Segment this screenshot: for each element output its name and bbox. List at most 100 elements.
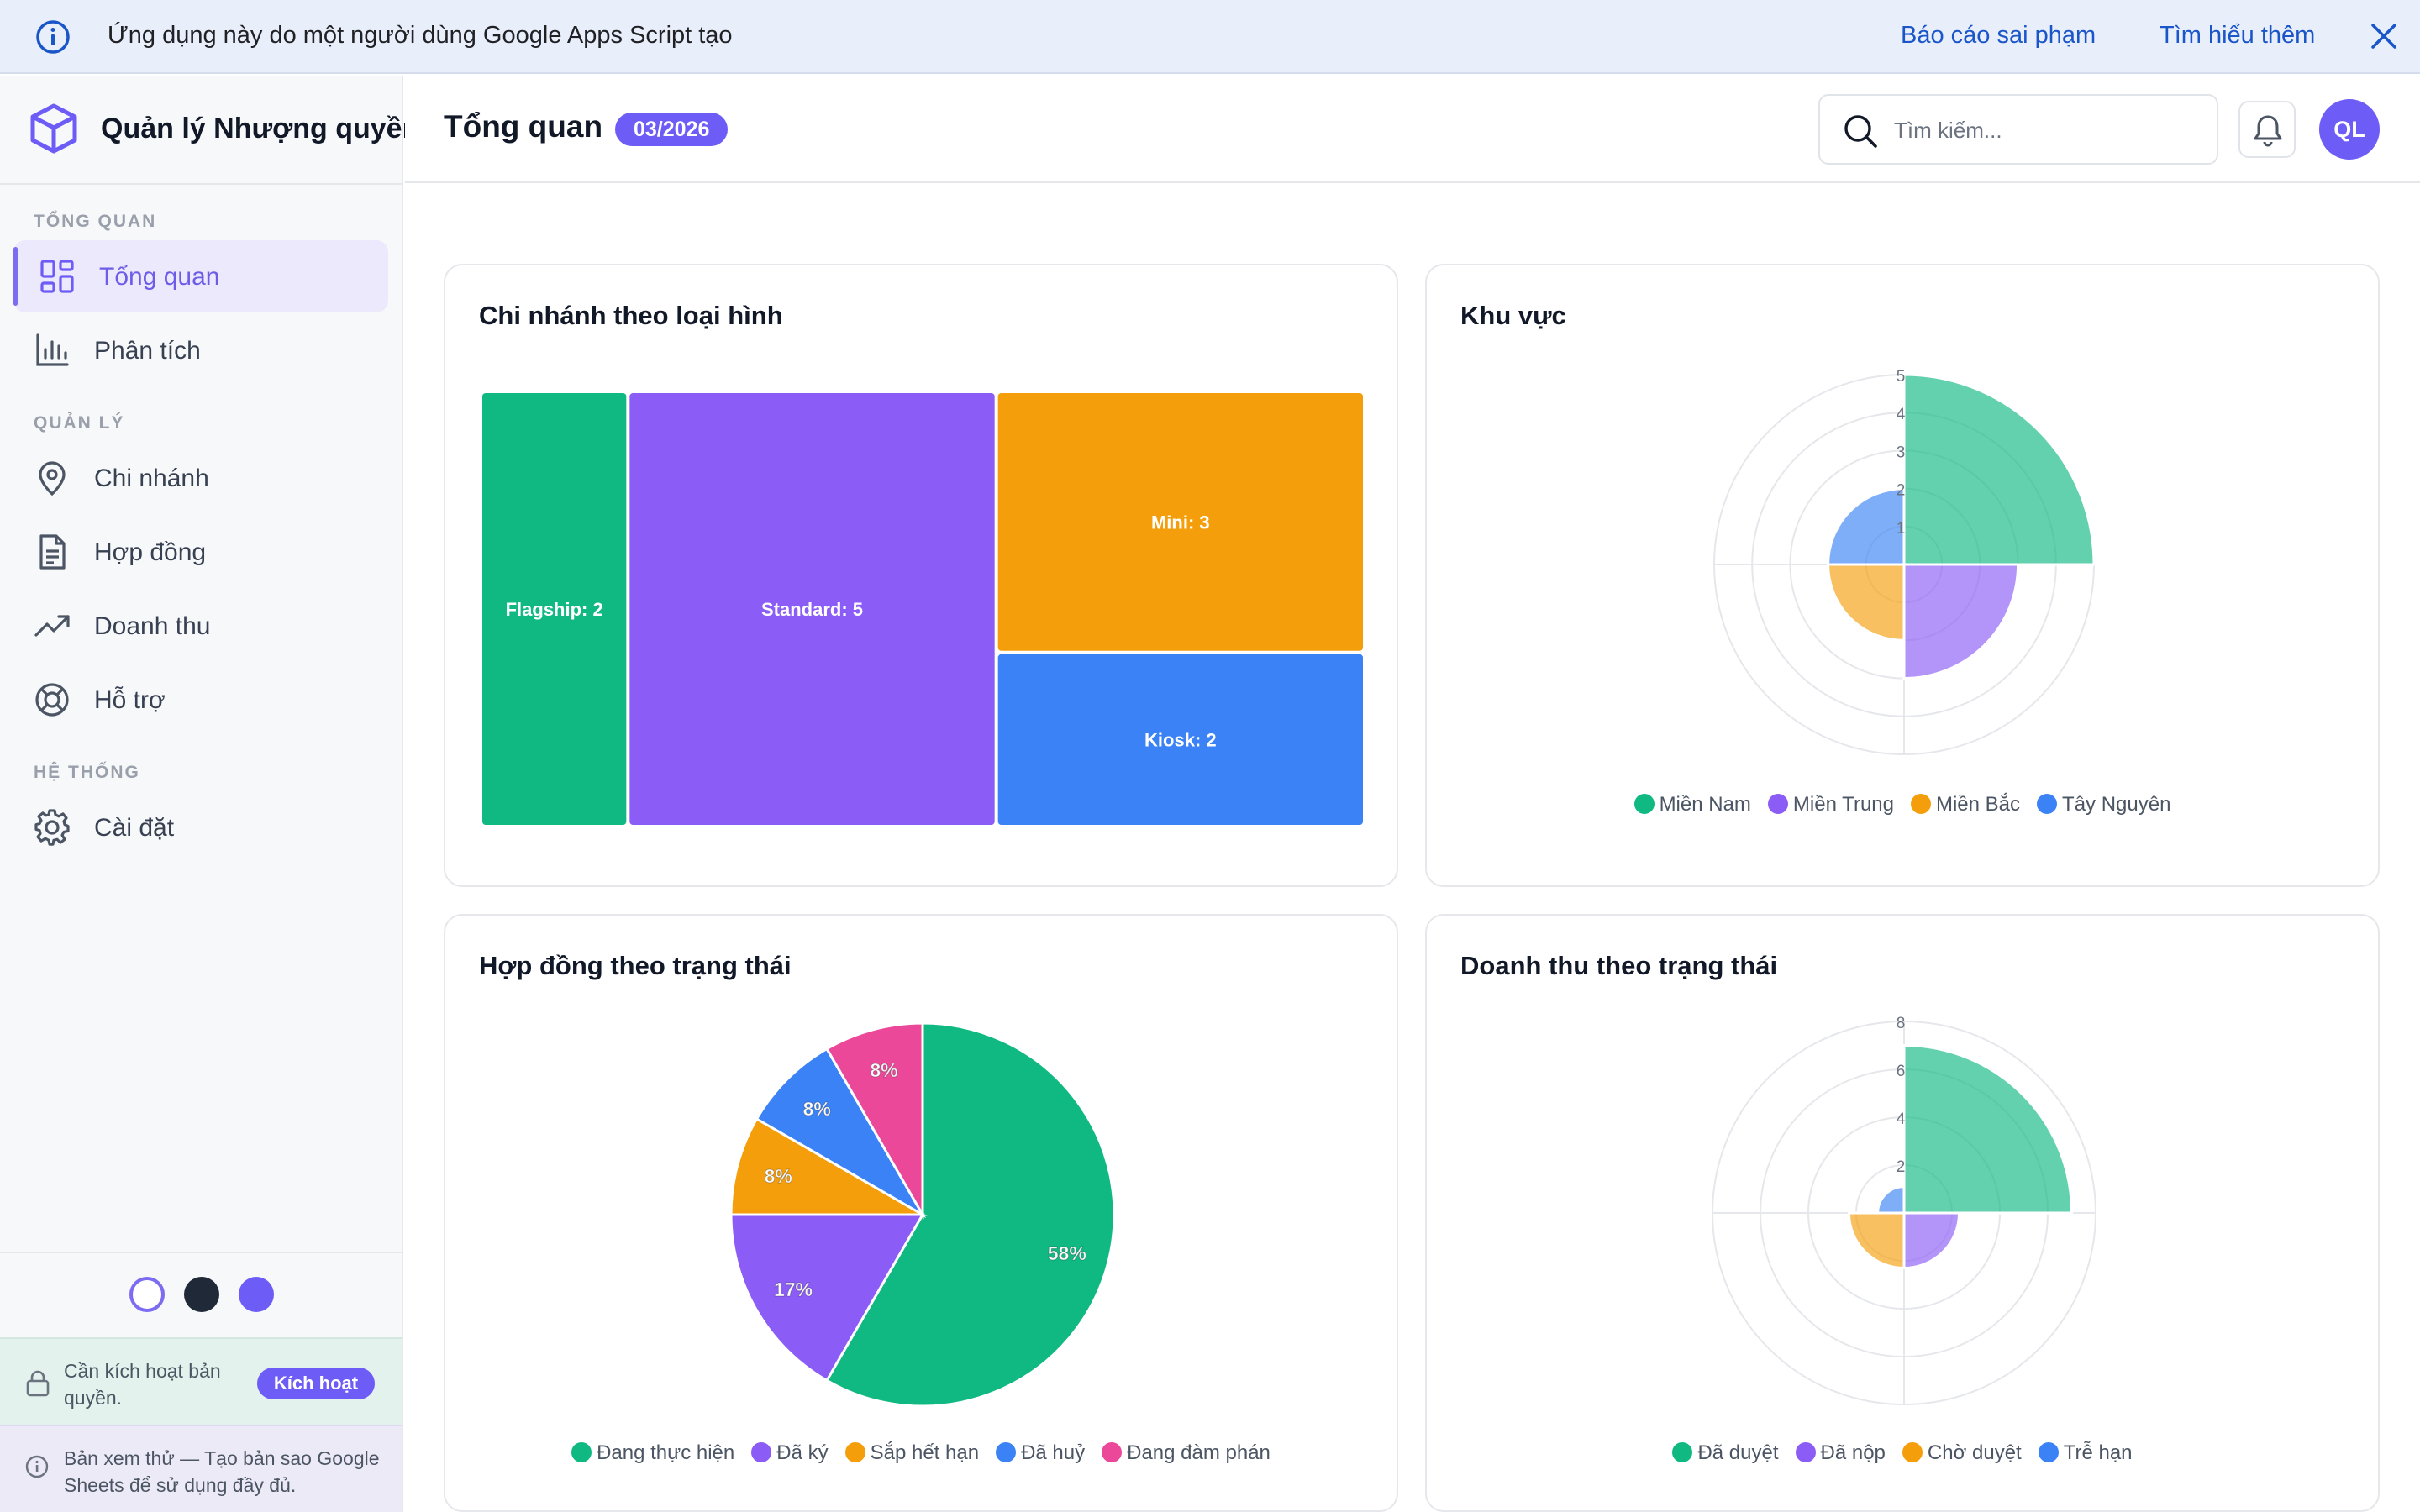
polar-sector-da-nop[interactable] [1902,1211,1961,1270]
theme-switcher [0,1252,402,1324]
polar-sector-tay-nguyen[interactable] [1827,487,1906,566]
treemap-cell-standard[interactable] [629,393,995,825]
theme-dark-button[interactable] [184,1277,219,1312]
card-title: Hợp đồng theo trạng thái [479,951,792,980]
tick-label: 2 [1897,482,1906,500]
tick-label: 3 [1897,444,1906,461]
polar-sector-mien-nam[interactable] [1902,373,2096,566]
section-label-overview: TỔNG QUAN [34,212,157,231]
license-text: Cần kích hoạt bản quyền. [64,1360,221,1409]
pie-label: 17% [774,1278,813,1300]
period-badge: 03/2026 [615,113,729,146]
legend-item-dang-thuc-hien[interactable]: Đang thực hiện [571,1441,734,1465]
polar-sector-tre-han[interactable] [1876,1185,1906,1215]
legend-item-da-nop[interactable]: Đã nộp [1795,1441,1886,1465]
report-abuse-link[interactable]: Báo cáo sai phạm [1901,22,2096,49]
banner-text: Ứng dụng này do một người dùng Google Ap… [108,22,733,49]
pie-slice-sap-het-han[interactable] [729,1116,928,1216]
legend-item-sap-het-han[interactable]: Sắp hết hạn [844,1441,979,1465]
treemap-label: Kiosk: 2 [1144,729,1217,750]
tick-label: 8 [1897,1015,1906,1032]
grid-icon [40,260,74,293]
pie-chart: 58% 17% 8% 8% 8% [729,1021,1116,1408]
legend-label: Đã ký [776,1441,829,1464]
legend-label: Miền Nam [1659,793,1751,816]
pie-label: 8% [803,1098,831,1120]
polar-sector-mien-bac[interactable] [1827,563,1906,642]
pie-slice-dang-dam-phan[interactable] [824,1021,924,1220]
legend-label: Miền Bắc [1935,793,2021,816]
polar-sector-da-duyet[interactable] [1902,1043,2074,1215]
legend-item-tay-nguyen[interactable]: Tây Nguyên [2037,793,2170,816]
pie-slice-da-huy[interactable] [755,1047,927,1219]
pie-slice-dang-thuc-hien[interactable] [824,1021,1116,1408]
treemap-cell-kiosk[interactable] [997,654,1363,825]
sidebar-item-revenue[interactable]: Doanh thu [13,590,388,662]
learn-more-link[interactable]: Tìm hiểu thêm [2160,22,2316,49]
theme-purple-button[interactable] [239,1277,274,1312]
treemap-cell-mini[interactable] [997,393,1363,651]
legend-item-cho-duyet[interactable]: Chờ duyệt [1902,1441,2022,1465]
pie-label: 8% [870,1059,897,1081]
search-box[interactable] [1818,94,2218,165]
polar-sector-mien-trung[interactable] [1902,563,2020,680]
legend-item-da-ky[interactable]: Đã ký [751,1441,829,1465]
legend-swatch [2038,1442,2059,1462]
card-title: Khu vực [1460,301,1566,330]
polar-sector-cho-duyet[interactable] [1847,1211,1906,1270]
legend-label: Chờ duyệt [1927,1441,2022,1464]
legend-item-mien-nam[interactable]: Miền Nam [1634,793,1751,816]
notifications-button[interactable] [2238,101,2296,158]
card-branches-by-type: Chi nhánh theo loại hình Flagship: 2 Stan… [444,264,1398,887]
legend-label: Đang đàm phán [1127,1441,1270,1464]
sidebar-item-settings[interactable]: Cài đặt [13,791,388,864]
user-avatar[interactable]: QL [2319,99,2380,160]
lock-icon [26,1370,50,1397]
legend-label: Tây Nguyên [2062,793,2171,816]
sidebar-item-support[interactable]: Hỗ trợ [13,664,388,736]
legend-swatch [1767,794,1788,814]
theme-light-button[interactable] [129,1277,165,1312]
legend-swatch [1634,794,1655,814]
legend-label: Trễ hạn [2063,1441,2133,1464]
legend-item-tre-han[interactable]: Trễ hạn [2038,1441,2133,1465]
search-input[interactable] [1894,113,2196,148]
activate-button[interactable]: Kích hoạt [257,1368,375,1399]
sidebar-item-analytics[interactable]: Phân tích [13,314,388,386]
legend-item-mien-bac[interactable]: Miền Bắc [1910,793,2021,816]
legend-item-da-huy[interactable]: Đã huỷ [996,1441,1085,1465]
card-title: Doanh thu theo trạng thái [1460,951,1778,980]
treemap-label: Flagship: 2 [506,599,603,620]
map-pin-icon [39,461,66,496]
sidebar-item-label: Chi nhánh [94,465,209,492]
pie-label: 8% [765,1165,792,1187]
tick-label: 5 [1897,368,1906,386]
bell-icon [2254,115,2282,147]
sidebar-item-overview[interactable]: Tổng quan [13,240,388,312]
close-icon[interactable] [2370,22,2398,50]
document-icon [39,534,66,570]
brand-title: Quản lý Nhượng quyền [101,113,420,144]
polar-area-chart: 2 4 6 8 [1712,1015,2096,1405]
tick-label: 2 [1897,1158,1906,1176]
chart-legend: Miền Nam Miền Trung Miền Bắc Tây Nguyên [1427,793,2378,816]
sidebar-item-label: Hợp đồng [94,538,207,566]
sidebar-item-label: Tổng quan [99,263,220,291]
treemap-cell-flagship[interactable] [482,393,627,825]
pie-slice-da-ky[interactable] [729,1213,925,1383]
search-icon [1844,115,1877,148]
legend-item-mien-trung[interactable]: Miền Trung [1767,793,1894,816]
chart-legend: Đang thực hiện Đã ký Sắp hết hạn Đã huỷ Đang… [445,1441,1397,1465]
legend-item-dang-dam-phan[interactable]: Đang đàm phán [1102,1441,1270,1465]
legend-label: Đã nộp [1820,1441,1886,1464]
section-label-management: QUẢN LÝ [34,413,125,433]
legend-swatch [1672,1442,1693,1462]
sidebar-item-contracts[interactable]: Hợp đồng [13,516,388,588]
sidebar-item-branches[interactable]: Chi nhánh [13,442,388,514]
sidebar-item-label: Doanh thu [94,612,211,640]
preview-notice: Bản xem thử — Tạo bản sao Google Sheets … [0,1425,402,1512]
page-header: Tổng quan 03/2026 QL [405,76,2420,183]
legend-item-da-duyet[interactable]: Đã duyệt [1672,1441,1779,1465]
treemap-label: Mini: 3 [1151,512,1210,533]
